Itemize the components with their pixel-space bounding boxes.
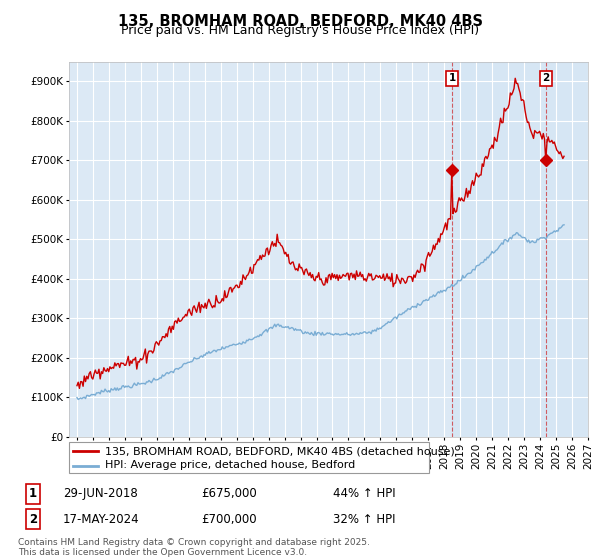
Text: 44% ↑ HPI: 44% ↑ HPI bbox=[333, 487, 395, 501]
Bar bbox=[452, 62, 588, 437]
Text: Price paid vs. HM Land Registry's House Price Index (HPI): Price paid vs. HM Land Registry's House … bbox=[121, 24, 479, 37]
Text: 32% ↑ HPI: 32% ↑ HPI bbox=[333, 512, 395, 526]
Text: 1: 1 bbox=[448, 73, 456, 83]
Text: 1: 1 bbox=[29, 487, 37, 501]
FancyBboxPatch shape bbox=[69, 442, 429, 473]
Text: Contains HM Land Registry data © Crown copyright and database right 2025.
This d: Contains HM Land Registry data © Crown c… bbox=[18, 538, 370, 557]
Text: 17-MAY-2024: 17-MAY-2024 bbox=[63, 512, 140, 526]
Text: HPI: Average price, detached house, Bedford: HPI: Average price, detached house, Bedf… bbox=[105, 460, 355, 470]
Text: £675,000: £675,000 bbox=[201, 487, 257, 501]
Text: 2: 2 bbox=[29, 512, 37, 526]
Text: 135, BROMHAM ROAD, BEDFORD, MK40 4BS: 135, BROMHAM ROAD, BEDFORD, MK40 4BS bbox=[118, 14, 482, 29]
Text: 2: 2 bbox=[542, 73, 550, 83]
Text: 135, BROMHAM ROAD, BEDFORD, MK40 4BS (detached house): 135, BROMHAM ROAD, BEDFORD, MK40 4BS (de… bbox=[105, 446, 455, 456]
Text: 29-JUN-2018: 29-JUN-2018 bbox=[63, 487, 138, 501]
Text: £700,000: £700,000 bbox=[201, 512, 257, 526]
